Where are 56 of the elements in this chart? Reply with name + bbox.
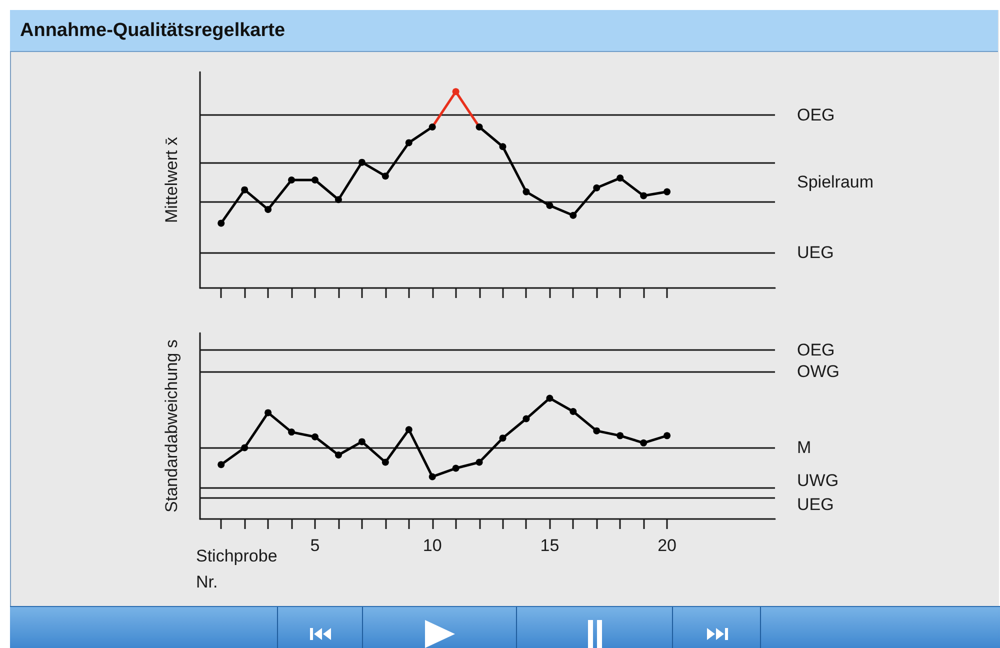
point [218,461,225,468]
point [476,458,483,466]
text: Spielraum [797,172,874,192]
ref-line-label: OWG [797,362,840,382]
x-tick-label: 20 [658,536,676,555]
point [382,172,389,180]
point [593,427,600,434]
point [241,444,248,452]
point [640,192,648,200]
point [476,123,483,130]
point [358,158,366,166]
ref-line-label: OEG [797,340,835,360]
point [218,220,225,227]
point [664,432,671,440]
point [264,409,272,416]
point [312,433,318,440]
point [382,458,389,466]
point [264,206,272,213]
point [522,415,530,422]
point [546,394,554,402]
point [570,212,577,219]
point [616,174,624,182]
point [452,464,460,472]
y-axis-title: Mittelwert x̄ [162,136,181,223]
x-tick-label: 5 [310,536,320,555]
x-tick-label: 15 [540,536,560,555]
point [499,143,506,150]
point [288,176,296,184]
x-tick-label: 10 [422,536,442,555]
point [241,186,248,194]
point [664,188,671,196]
point [312,176,318,184]
ref-line-label: UWG [797,471,839,490]
point [288,428,296,436]
point [358,438,366,446]
y-axis-title: Standardabweichung s [162,340,181,512]
point [593,184,600,192]
x-axis-title: Stichprobe Nr. [196,546,282,592]
point [546,202,554,210]
point [405,426,412,434]
point [405,139,412,146]
point [640,439,648,446]
point [522,188,530,196]
ref-line-label: OEG [797,106,835,125]
point [334,451,342,458]
point [428,123,436,130]
point [570,408,577,416]
point [499,434,506,442]
point [616,432,624,440]
point [428,473,436,480]
chart-title: Annahme-Qualitätsregelkarte [20,20,286,42]
point [334,196,342,204]
ref-line-label: UEG [797,494,834,514]
ref-line-label: M [797,438,812,458]
ref-line-label: UEG [797,243,834,262]
point [452,88,460,96]
